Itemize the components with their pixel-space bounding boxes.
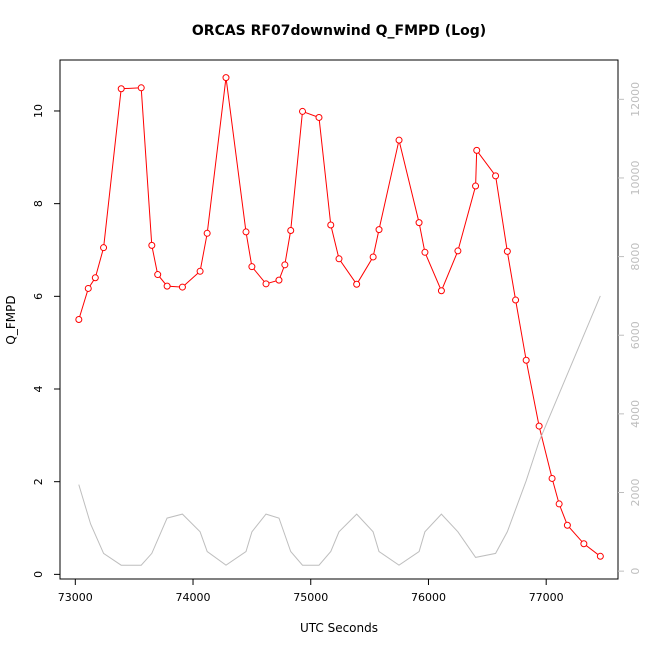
x-tick-label: 73000 [58, 591, 93, 604]
data-point [275, 276, 283, 284]
data-point [421, 248, 429, 256]
data-point [353, 280, 361, 288]
y2-tick-label: 6000 [629, 321, 642, 349]
data-point [137, 84, 145, 92]
data-point [503, 247, 511, 255]
data-point [596, 552, 604, 560]
data-point [473, 146, 481, 154]
data-point [369, 253, 377, 261]
data-point [327, 221, 335, 229]
y2-tick-label: 12000 [629, 82, 642, 117]
y-tick-label: 0 [32, 571, 45, 578]
y2-tick-label: 10000 [629, 160, 642, 195]
data-point [148, 241, 156, 249]
data-point [315, 113, 323, 121]
data-point [84, 284, 92, 292]
y-tick-label: 4 [32, 386, 45, 393]
y-tick-label: 10 [32, 104, 45, 118]
x-tick-label: 75000 [293, 591, 328, 604]
data-point [75, 316, 83, 323]
data-point [548, 474, 556, 482]
data-point [299, 107, 307, 115]
data-point [535, 422, 543, 430]
data-point [196, 267, 204, 275]
data-point [415, 219, 423, 227]
y2-tick-label: 8000 [629, 243, 642, 271]
data-point [580, 540, 588, 548]
data-point [437, 287, 445, 295]
data-point [154, 271, 162, 279]
data-point [395, 136, 403, 144]
x-tick-label: 77000 [529, 591, 564, 604]
data-point [178, 283, 186, 291]
data-point [492, 172, 500, 180]
data-point [163, 282, 171, 290]
left-axis: 0 2 4 6 8 10 [32, 104, 60, 578]
y-tick-label: 8 [32, 200, 45, 207]
chart-title: ORCAS RF07downwind Q_FMPD (Log) [192, 23, 486, 39]
series-layer [75, 74, 604, 566]
data-point [563, 521, 571, 529]
data-point [242, 228, 250, 236]
x-axis-label: UTC Seconds [300, 621, 378, 635]
bottom-axis: 73000 74000 75000 76000 77000 [58, 579, 564, 604]
y-axis-label: Q_FMPD [4, 295, 18, 344]
x-tick-label: 74000 [176, 591, 211, 604]
data-point [281, 261, 289, 269]
y-tick-label: 2 [32, 478, 45, 485]
data-point [222, 74, 230, 82]
y2-tick-label: 2000 [629, 479, 642, 507]
data-point [248, 263, 256, 271]
data-point [375, 226, 383, 234]
data-point [262, 280, 270, 288]
y2-tick-label: 4000 [629, 400, 642, 428]
data-point [454, 247, 462, 255]
data-point [91, 274, 99, 282]
right-axis: 0 2000 4000 6000 8000 10000 12000 [618, 82, 642, 575]
y2-tick-label: 0 [629, 568, 642, 575]
x-tick-label: 76000 [411, 591, 446, 604]
plot-frame [59, 59, 619, 580]
data-point [555, 500, 563, 508]
data-point [512, 296, 520, 304]
y-tick-label: 6 [32, 293, 45, 300]
data-point [100, 244, 108, 252]
data-point [287, 227, 295, 235]
data-point [117, 85, 125, 93]
data-point [335, 255, 343, 263]
data-point [522, 356, 530, 364]
data-point [472, 182, 480, 190]
series-line-secondary [78, 295, 601, 566]
data-point [203, 229, 211, 237]
